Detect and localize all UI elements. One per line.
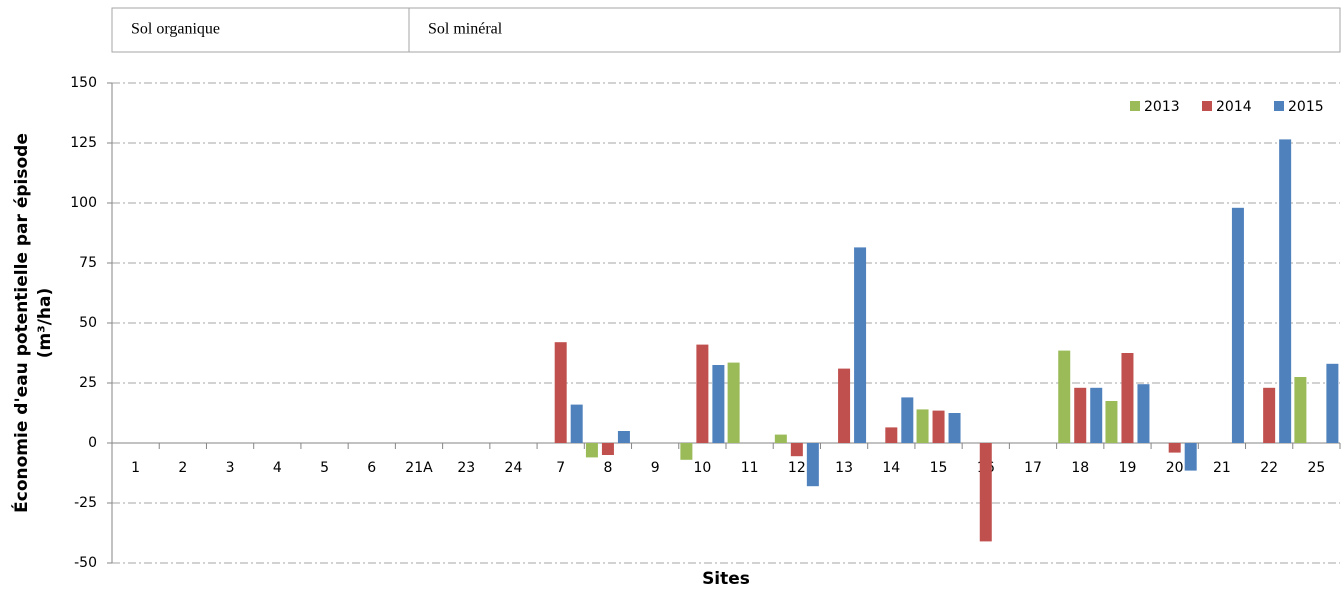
bar [979,443,992,542]
bar [1105,401,1118,443]
section-label: Sol organique [131,21,220,38]
x-tick-label: 7 [556,460,565,476]
bar [696,344,709,443]
section-header [111,7,1341,53]
x-tick-label: 10 [693,460,711,476]
bar [948,413,961,443]
bar [601,443,614,455]
x-tick-label: 20 [1166,460,1184,476]
legend-swatch [1274,101,1284,111]
bar [1326,363,1339,443]
bar [727,362,740,443]
x-tick-label: 9 [651,460,660,476]
x-tick-label: 3 [226,460,235,476]
bar [1168,443,1181,453]
section-label: Sol minéral [428,21,503,38]
bar [1263,387,1276,443]
y-axis-title: Économie d'eau potentielle par épisode [10,133,32,513]
x-tick-label: 8 [603,460,612,476]
y-tick-label: 50 [79,315,97,331]
bar [774,434,787,443]
legend-label: 2014 [1216,99,1252,115]
bar [554,342,567,443]
bar [806,443,819,487]
x-tick-label: 15 [930,460,948,476]
x-tick-label: 23 [457,460,475,476]
y-tick-label: 25 [79,375,97,391]
bar [838,368,851,443]
y-tick-label: 100 [70,195,97,211]
bar [790,443,803,457]
x-tick-label: 24 [505,460,523,476]
y-axis-title: (m³/ha) [35,288,55,358]
bar [1137,384,1150,443]
x-tick-label: 2 [178,460,187,476]
bar [570,404,583,443]
y-tick-label: -25 [74,495,97,511]
x-tick-label: 18 [1071,460,1089,476]
bar [1090,387,1103,443]
legend-swatch [1130,101,1140,111]
bar [1279,139,1292,443]
bar [680,443,693,460]
x-tick-label: 21A [405,460,433,476]
legend-label: 2013 [1144,99,1180,115]
x-tick-label: 21 [1213,460,1231,476]
bar [1121,353,1134,443]
x-tick-label: 1 [131,460,140,476]
y-tick-label: 0 [88,435,97,451]
x-tick-label: 5 [320,460,329,476]
bar [854,247,867,443]
x-tick-label: 22 [1260,460,1278,476]
x-tick-label: 12 [788,460,806,476]
x-tick-label: 14 [882,460,900,476]
bar [712,365,725,443]
legend-label: 2015 [1288,99,1324,115]
y-tick-label: 75 [79,255,97,271]
bar [901,397,914,443]
bar [932,410,945,443]
bar [1058,350,1071,443]
y-tick-label: 125 [70,135,97,151]
legend-swatch [1202,101,1212,111]
y-tick-label: -50 [74,555,97,571]
x-tick-label: 19 [1119,460,1137,476]
bar [1294,377,1307,443]
bar [617,431,630,443]
y-tick-label: 150 [70,75,97,91]
bar [1231,207,1244,443]
bar [1184,443,1197,471]
x-tick-label: 17 [1024,460,1042,476]
x-tick-label: 4 [273,460,282,476]
x-tick-label: 25 [1307,460,1325,476]
x-tick-label: 13 [835,460,853,476]
bar [1074,387,1087,443]
bar [885,427,898,443]
bar [585,443,598,458]
x-tick-label: 6 [367,460,376,476]
x-tick-label: 11 [741,460,759,476]
x-axis-title: Sites [702,569,750,589]
bar [916,409,929,443]
